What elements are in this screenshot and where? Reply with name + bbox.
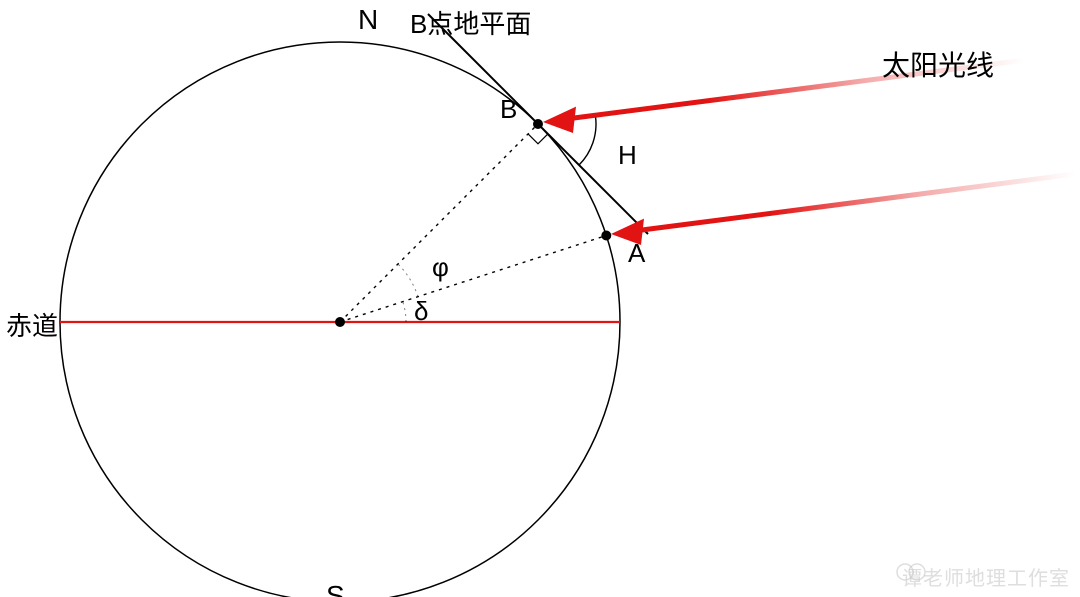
- south-label: S: [326, 580, 345, 597]
- A-label: A: [628, 238, 645, 269]
- right-angle-marker: [528, 134, 548, 144]
- phi-arc: [398, 264, 418, 297]
- sunray-label: 太阳光线: [882, 44, 994, 84]
- sun-ray-2: [611, 174, 1075, 245]
- B-label: B: [500, 94, 517, 125]
- delta-label: δ: [414, 296, 428, 327]
- delta-arc: [403, 302, 406, 322]
- tangent-label: B点地平面: [410, 4, 531, 41]
- radius-to-A: [340, 236, 606, 323]
- phi-label: φ: [432, 252, 449, 283]
- equator-label: 赤道: [6, 306, 58, 343]
- H-label: H: [618, 140, 637, 171]
- geometry-diagram: [0, 0, 1080, 597]
- H-angle-arc: [579, 117, 596, 165]
- radius-to-B: [340, 124, 538, 322]
- north-label: N: [358, 4, 378, 36]
- point-B: [533, 119, 543, 129]
- center-point: [335, 317, 345, 327]
- point-A: [601, 231, 611, 241]
